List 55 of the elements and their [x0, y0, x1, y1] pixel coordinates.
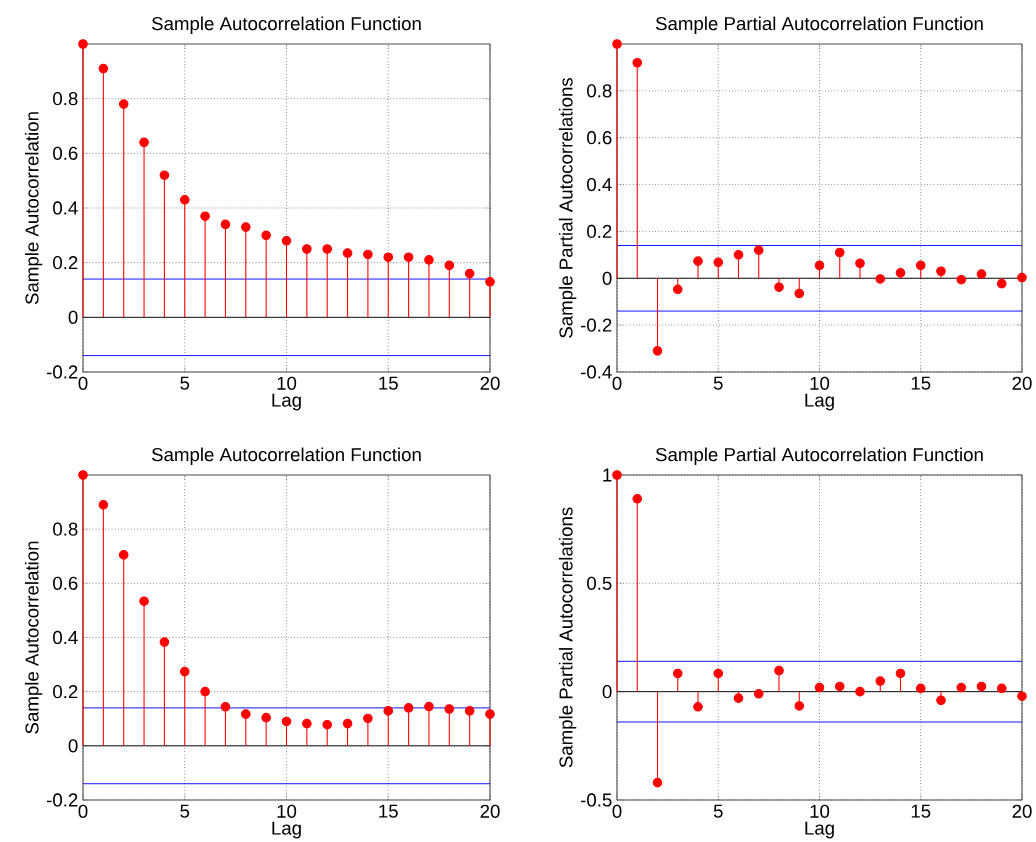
- y-tick-label: 0.8: [53, 92, 78, 106]
- y-tick-label: 0: [602, 271, 612, 285]
- x-tick-label: 15: [911, 376, 931, 390]
- y-tick-label: 0.5: [587, 576, 612, 590]
- x-tick-label: 0: [78, 376, 88, 390]
- x-tick-label: 5: [713, 804, 723, 818]
- y-tick-label: -0.2: [46, 793, 78, 807]
- x-tick-label: 15: [379, 804, 398, 818]
- y-tick-label: 0.2: [587, 224, 612, 239]
- y-tick-label: 0.6: [53, 146, 78, 160]
- chart-title: Sample Autocorrelation Function: [151, 16, 421, 34]
- x-tick-label: 20: [480, 376, 500, 390]
- x-tick-label: 10: [277, 376, 297, 390]
- chart-title: Sample Partial Autocorrelation Function: [655, 447, 983, 465]
- chart-title: Sample Partial Autocorrelation Function: [655, 16, 983, 34]
- y-tick-label: 0.8: [587, 84, 612, 98]
- x-axis-title: Lag: [272, 393, 301, 411]
- y-tick-label: 0.2: [53, 256, 78, 270]
- y-axis-title: Sample Partial Autocorrelations: [558, 507, 577, 768]
- y-tick-label: 0.4: [53, 201, 78, 215]
- x-tick-label: 0: [612, 804, 622, 818]
- y-tick-label: -0.2: [46, 365, 78, 379]
- x-tick-label: 20: [1012, 376, 1032, 390]
- y-tick-label: 0.6: [53, 576, 78, 590]
- x-tick-label: 20: [1012, 804, 1032, 818]
- y-tick-label: -0.2: [580, 318, 612, 332]
- y-tick-label: 0.2: [53, 685, 78, 699]
- x-axis-title: Lag: [805, 393, 834, 411]
- chart-title: Sample Autocorrelation Function: [151, 447, 421, 465]
- y-axis-title: Sample Partial Autocorrelations: [558, 77, 577, 338]
- x-tick-label: 0: [78, 804, 88, 818]
- y-tick-label: 0.6: [587, 131, 612, 145]
- x-tick-label: 10: [810, 804, 830, 818]
- y-axis-title: Sample Autocorrelation: [24, 112, 43, 305]
- x-tick-label: 5: [180, 376, 190, 390]
- x-tick-label: 0: [612, 376, 622, 390]
- y-tick-label: -0.5: [580, 793, 612, 807]
- y-tick-label: 0.4: [587, 177, 612, 192]
- x-tick-label: 10: [810, 376, 830, 390]
- y-axis-title: Sample Autocorrelation: [24, 541, 43, 734]
- x-tick-label: 15: [379, 376, 398, 390]
- y-tick-label: 0: [68, 310, 78, 324]
- y-tick-label: 0.8: [53, 522, 78, 536]
- x-tick-label: 5: [713, 376, 723, 390]
- y-tick-label: 1: [603, 468, 612, 482]
- y-tick-label: -0.4: [580, 365, 612, 379]
- x-tick-label: 15: [911, 804, 931, 818]
- x-axis-title: Lag: [805, 821, 834, 839]
- x-tick-label: 10: [277, 804, 297, 818]
- x-tick-label: 5: [180, 804, 190, 818]
- x-tick-label: 20: [480, 804, 500, 818]
- y-tick-label: 0: [68, 739, 78, 753]
- x-axis-title: Lag: [272, 821, 301, 839]
- y-tick-label: 0.4: [53, 630, 78, 645]
- y-tick-label: 0: [602, 685, 612, 699]
